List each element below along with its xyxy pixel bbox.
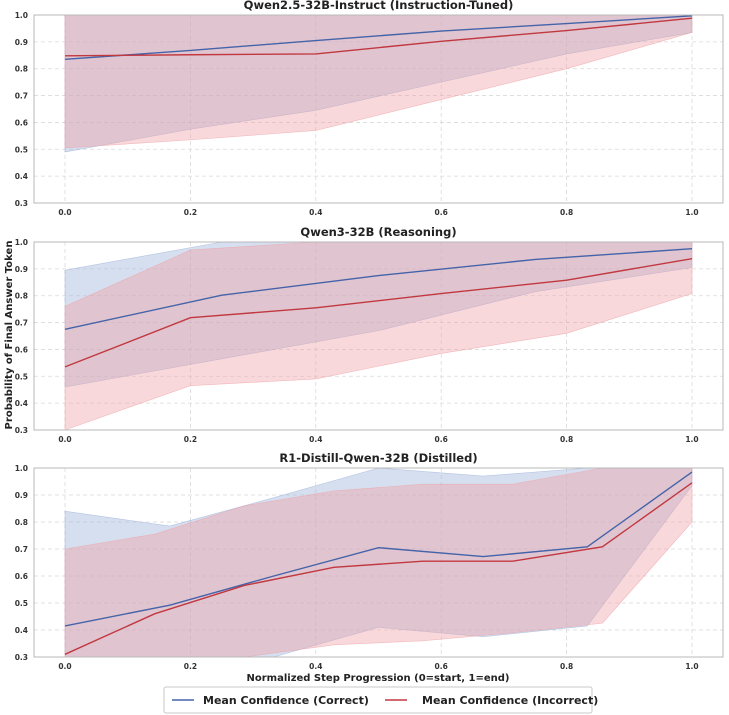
x-tick-label: 0.0: [58, 435, 71, 444]
line-correct: [64, 15, 693, 61]
y-tick-label: 0.3: [15, 653, 28, 662]
x-tick-label: 0.4: [309, 435, 322, 444]
y-tick-label: 0.8: [15, 518, 28, 527]
y-tick-label: 0.6: [15, 345, 28, 354]
plot-frame: [33, 241, 724, 431]
y-tick-label: 0.9: [15, 38, 28, 47]
line-incorrect: [64, 257, 693, 368]
x-tick-label: 0.8: [560, 435, 573, 444]
y-tick-label: 1.0: [15, 11, 28, 20]
x-tick-label: 1.0: [685, 208, 698, 217]
x-tick-label: 1.0: [685, 662, 698, 671]
x-tick-label: 0.8: [560, 208, 573, 217]
y-tick-label: 0.5: [15, 372, 28, 381]
panel-title: R1-Distill-Qwen-32B (Distilled): [279, 451, 477, 465]
y-tick-label: 0.7: [15, 319, 28, 328]
plot-area: [34, 468, 723, 657]
y-tick-label: 0.5: [15, 145, 28, 154]
x-tick-label: 0.4: [309, 662, 322, 671]
y-tick-label: 0.7: [15, 92, 28, 101]
x-tick-label: 0.2: [184, 435, 197, 444]
y-tick-label: 0.5: [15, 599, 28, 608]
x-tick-label: 0.6: [435, 662, 448, 671]
y-tick-label: 0.3: [15, 426, 28, 435]
x-tick-label: 0.0: [58, 662, 71, 671]
plot-frame: [33, 14, 724, 204]
y-tick-label: 0.4: [15, 172, 28, 181]
x-tick-label: 1.0: [685, 435, 698, 444]
x-axis-label: Normalized Step Progression (0=start, 1=…: [247, 673, 510, 684]
panels: 0.3 0.4 0.5 0.6 0.7 0.8 0.9 1.0 0.0 0.2 0.4 0.6 0.8 1…: [15, 0, 724, 671]
panel-1: 0.3 0.4 0.5 0.6 0.7 0.8 0.9 1.0 0.0 0.2 0.4 0.6 0.8 1…: [15, 0, 724, 217]
y-tick-label: 0.4: [15, 626, 28, 635]
y-tick-label: 0.8: [15, 65, 28, 74]
panel-2: 0.3 0.4 0.5 0.6 0.7 0.8 0.9 1.0 0.0 0.2 0.4 0.6 0.8 1…: [15, 225, 724, 444]
legend: Mean Confidence (Correct) Mean Confidenc…: [163, 686, 598, 714]
legend-label-incorrect: Mean Confidence (Incorrect): [422, 694, 598, 707]
line-incorrect: [64, 482, 693, 655]
plot-frame: [33, 467, 724, 658]
line-correct: [64, 248, 693, 330]
y-tick-label: 0.7: [15, 545, 28, 554]
panel-title: Qwen2.5-32B-Instruct (Instruction-Tuned): [244, 0, 514, 12]
line-incorrect: [64, 17, 693, 57]
x-tick-label: 0.2: [184, 662, 197, 671]
x-tick-label: 0.2: [184, 208, 197, 217]
line-correct: [64, 471, 693, 627]
plot-area: [34, 15, 723, 203]
y-tick-label: 1.0: [15, 238, 28, 247]
x-tick-label: 0.6: [435, 435, 448, 444]
y-tick-label: 0.3: [15, 199, 28, 208]
legend-frame: [163, 686, 593, 714]
y-tick-label: 0.6: [15, 572, 28, 581]
x-tick-label: 0.8: [560, 662, 573, 671]
y-axis-label: Probability of Final Answer Token: [4, 241, 15, 430]
y-tick-label: 0.4: [15, 399, 28, 408]
legend-label-correct: Mean Confidence (Correct): [203, 694, 369, 707]
panel-title: Qwen3-32B (Reasoning): [300, 225, 456, 239]
y-tick-label: 0.8: [15, 292, 28, 301]
y-tick-label: 0.6: [15, 118, 28, 127]
panel-3: 0.3 0.4 0.5 0.6 0.7 0.8 0.9 1.0 0.0 0.2 0.4 0.6 0.8 1…: [15, 451, 724, 671]
y-tick-label: 0.9: [15, 265, 28, 274]
y-tick-label: 1.0: [15, 464, 28, 473]
x-tick-label: 0.6: [435, 208, 448, 217]
x-tick-label: 0.0: [58, 208, 71, 217]
y-tick-label: 0.9: [15, 491, 28, 500]
x-tick-label: 0.4: [309, 208, 322, 217]
